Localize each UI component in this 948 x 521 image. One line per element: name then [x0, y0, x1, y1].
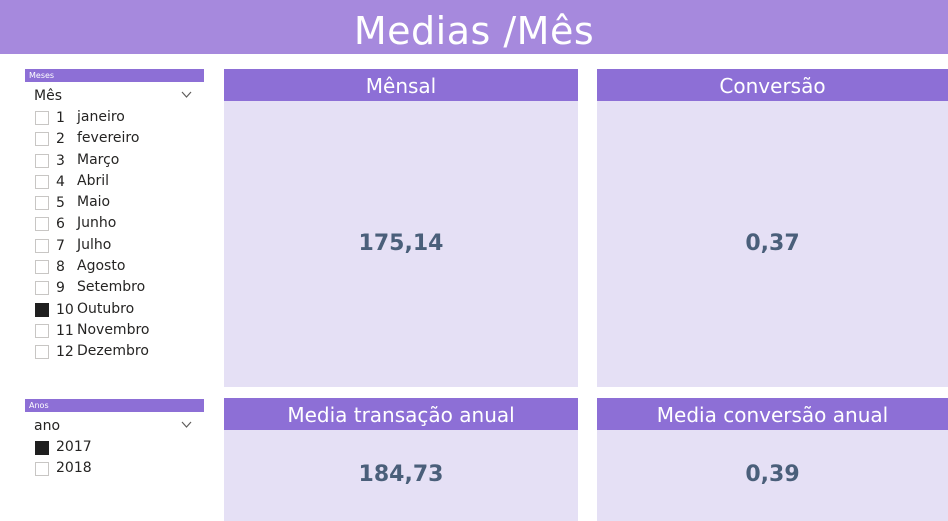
slicer-item-mes[interactable]: 8 Agosto: [25, 257, 204, 278]
checkbox[interactable]: [35, 238, 49, 253]
slicer-item-number: 3: [56, 152, 65, 169]
checkbox[interactable]: [35, 111, 49, 125]
checkbox[interactable]: [35, 441, 49, 455]
slicer-item-label: Dezembro: [77, 343, 149, 360]
card-conversao-title: Conversão: [597, 69, 948, 101]
slicer-item-label: Maio: [77, 194, 111, 211]
chevron-down-icon[interactable]: [181, 89, 192, 100]
slicer-item-mes[interactable]: 10 Outubro: [25, 300, 204, 321]
chevron-down-icon[interactable]: [181, 419, 192, 430]
checkbox[interactable]: [35, 217, 49, 232]
slicer-item-label: Outubro: [77, 300, 135, 317]
checkbox[interactable]: [35, 132, 49, 147]
slicer-meses-title: Meses: [25, 69, 204, 82]
card-transacao-anual: Media transação anual 184,73: [224, 398, 578, 521]
card-transacao-anual-title: Media transação anual: [224, 398, 578, 430]
slicer-item-number: 6: [56, 216, 65, 233]
card-conversao-anual-value: 0,39: [745, 462, 800, 487]
slicer-anos-list: 2017 2018: [25, 438, 204, 481]
slicer-item-number: 11: [56, 322, 74, 339]
slicer-item-label: fevereiro: [77, 130, 140, 147]
slicer-anos-title: Anos: [25, 399, 204, 412]
card-conversao-anual-title: Media conversão anual: [597, 398, 948, 430]
slicer-item-ano[interactable]: 2018: [25, 459, 204, 480]
page-header: Medias /Mês: [0, 0, 948, 54]
slicer-item-label: Novembro: [77, 321, 150, 338]
checkbox[interactable]: [35, 302, 49, 317]
slicer-item-number: 10: [56, 301, 74, 318]
slicer-anos-dropdown[interactable]: ano: [25, 416, 204, 438]
slicer-item-label: Março: [77, 151, 120, 168]
slicer-item-label: 2018: [56, 460, 92, 477]
card-conversao-value: 0,37: [745, 231, 800, 256]
checkbox[interactable]: [35, 281, 49, 296]
slicer-item-number: 9: [56, 280, 65, 297]
slicer-item-label: Agosto: [77, 258, 126, 275]
slicer-item-label: Junho: [77, 215, 117, 232]
slicer-meses-list: 1 janeiro 2 fevereiro 3 Março 4 Abril 5 Maio 6 Junh…: [25, 108, 204, 364]
slicer-item-mes[interactable]: 2 fevereiro: [25, 129, 204, 150]
slicer-item-mes[interactable]: 6 Junho: [25, 214, 204, 235]
slicer-item-number: 2: [56, 131, 65, 148]
checkbox[interactable]: [35, 345, 49, 360]
slicer-meses: Meses Mês 1 janeiro 2 fevereiro 3 Março 4 Abril…: [25, 69, 204, 364]
card-transacao-anual-value: 184,73: [358, 462, 444, 487]
checkbox[interactable]: [35, 174, 49, 189]
slicer-item-mes[interactable]: 5 Maio: [25, 193, 204, 214]
page-title: Medias /Mês: [353, 9, 595, 53]
slicer-item-ano[interactable]: 2017: [25, 438, 204, 459]
slicer-item-mes[interactable]: 7 Julho: [25, 236, 204, 257]
slicer-anos: Anos ano 2017 2018: [25, 399, 204, 481]
slicer-item-mes[interactable]: 1 janeiro: [25, 108, 204, 129]
checkbox[interactable]: [35, 196, 49, 211]
card-mensal-title: Mênsal: [224, 69, 578, 101]
checkbox[interactable]: [35, 260, 49, 275]
slicer-meses-field: Mês: [34, 88, 62, 104]
slicer-item-mes[interactable]: 9 Setembro: [25, 278, 204, 299]
slicer-item-label: Julho: [77, 236, 112, 253]
slicer-item-number: 12: [56, 344, 74, 361]
slicer-item-label: janeiro: [77, 109, 125, 125]
checkbox[interactable]: [35, 323, 49, 338]
card-conversao: Conversão 0,37: [597, 69, 948, 387]
slicer-anos-field: ano: [34, 418, 61, 434]
slicer-item-label: Abril: [77, 172, 109, 189]
slicer-item-mes[interactable]: 12 Dezembro: [25, 342, 204, 363]
slicer-item-number: 7: [56, 237, 65, 254]
slicer-item-number: 5: [56, 195, 65, 212]
slicer-item-mes[interactable]: 4 Abril: [25, 172, 204, 193]
slicer-item-label: Setembro: [77, 279, 146, 296]
checkbox[interactable]: [35, 462, 49, 477]
slicer-item-number: 8: [56, 259, 65, 276]
card-mensal: Mênsal 175,14: [224, 69, 578, 387]
checkbox[interactable]: [35, 153, 49, 168]
slicer-item-number: 4: [56, 173, 65, 190]
slicer-item-mes[interactable]: 3 Março: [25, 151, 204, 172]
card-conversao-anual: Media conversão anual 0,39: [597, 398, 948, 521]
slicer-item-number: 1: [56, 110, 65, 126]
slicer-item-mes[interactable]: 11 Novembro: [25, 321, 204, 342]
card-mensal-value: 175,14: [358, 231, 444, 256]
slicer-meses-dropdown[interactable]: Mês: [25, 86, 204, 108]
slicer-item-label: 2017: [56, 439, 92, 455]
